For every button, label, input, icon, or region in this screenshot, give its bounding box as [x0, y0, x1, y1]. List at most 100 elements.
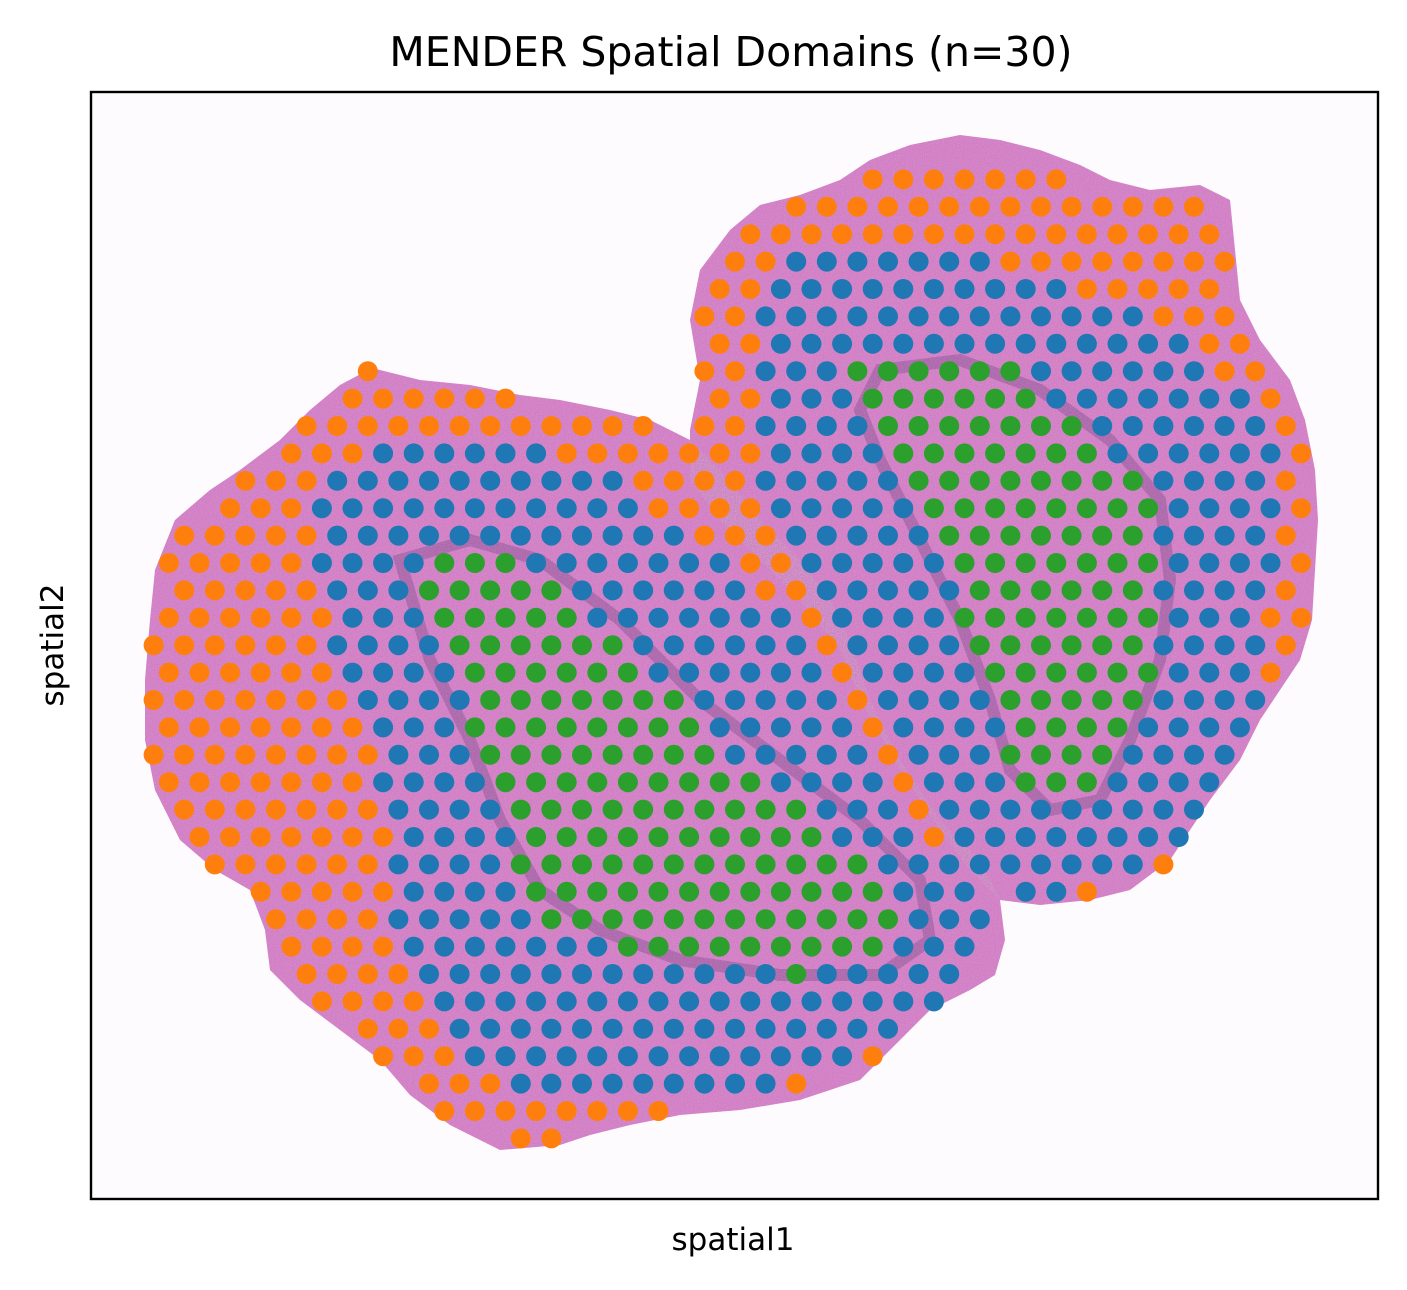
- spot-point: [510, 525, 531, 546]
- spot-point: [954, 169, 975, 190]
- spot-point: [1031, 580, 1051, 601]
- spot-point: [1046, 717, 1067, 738]
- spot-point: [235, 854, 256, 875]
- spot-point: [250, 881, 271, 902]
- spot-point: [1076, 827, 1097, 847]
- spot-point: [311, 881, 332, 902]
- spot-point: [327, 580, 348, 601]
- spot-point: [235, 525, 256, 546]
- spot-point: [403, 717, 424, 738]
- spot-point: [954, 224, 975, 245]
- spot-point: [847, 799, 868, 820]
- spot-point: [939, 635, 960, 656]
- spot-point: [1275, 580, 1296, 601]
- spot-point: [572, 470, 592, 491]
- spot-point: [434, 388, 455, 409]
- spot-point: [220, 827, 241, 847]
- spot-point: [1184, 306, 1204, 327]
- spot-point: [755, 690, 776, 710]
- spot-point: [464, 553, 485, 573]
- spot-point: [587, 936, 608, 957]
- spot-point: [1015, 279, 1036, 299]
- spot-point: [357, 799, 378, 820]
- spot-point: [449, 470, 470, 491]
- spot-point: [740, 827, 761, 847]
- spot-point: [786, 964, 807, 984]
- spot-point: [633, 1018, 654, 1039]
- spot-point: [893, 717, 914, 738]
- spot-point: [770, 827, 791, 847]
- spot-point: [770, 498, 791, 519]
- spot-point: [908, 744, 929, 765]
- spot-point: [434, 717, 455, 738]
- spot-point: [862, 936, 883, 957]
- spot-point: [663, 799, 684, 820]
- spot-point: [740, 1046, 761, 1067]
- spot-point: [526, 1046, 547, 1067]
- spot-point: [1138, 772, 1159, 793]
- spot-point: [801, 333, 822, 354]
- spot-point: [158, 662, 179, 683]
- spot-point: [709, 936, 730, 957]
- spot-point: [633, 909, 654, 930]
- spot-point: [526, 662, 547, 683]
- spot-point: [679, 772, 700, 793]
- spot-point: [480, 964, 501, 984]
- spot-point: [357, 690, 378, 710]
- spot-point: [572, 525, 592, 546]
- spot-point: [679, 881, 700, 902]
- spot-point: [1092, 690, 1113, 710]
- spot-point: [893, 498, 914, 519]
- spot-point: [939, 744, 960, 765]
- spot-point: [725, 909, 745, 930]
- spot-point: [373, 1046, 394, 1067]
- spot-point: [923, 553, 944, 573]
- spot-point: [1138, 388, 1159, 409]
- spot-point: [832, 991, 853, 1012]
- spot-point: [357, 964, 378, 984]
- spot-point: [893, 607, 914, 628]
- spot-point: [296, 964, 317, 984]
- spot-point: [1199, 333, 1220, 354]
- spot-point: [969, 854, 990, 875]
- spot-point: [296, 690, 317, 710]
- spot-point: [1153, 416, 1174, 436]
- spot-point: [1138, 717, 1159, 738]
- spot-point: [495, 772, 516, 793]
- spot-point: [617, 662, 638, 683]
- spot-point: [847, 1018, 868, 1039]
- spot-point: [862, 772, 883, 793]
- spot-point: [1015, 827, 1036, 847]
- spot-point: [1153, 635, 1174, 656]
- spot-point: [939, 525, 960, 546]
- spot-point: [1031, 525, 1051, 546]
- spot-point: [266, 580, 286, 601]
- spot-point: [1138, 224, 1159, 245]
- spot-point: [1107, 279, 1128, 299]
- spot-point: [189, 553, 210, 573]
- spot-point: [189, 607, 210, 628]
- spot-point: [434, 607, 455, 628]
- spot-point: [311, 991, 332, 1012]
- spot-point: [480, 1018, 501, 1039]
- spot-point: [1076, 607, 1097, 628]
- spot-point: [510, 1018, 531, 1039]
- spot-point: [342, 443, 363, 464]
- spot-point: [1184, 799, 1204, 820]
- spot-point: [786, 799, 807, 820]
- spot-point: [969, 306, 990, 327]
- spot-point: [663, 964, 684, 984]
- spot-point: [1122, 690, 1143, 710]
- spot-point: [556, 772, 577, 793]
- spot-point: [648, 443, 669, 464]
- spot-point: [434, 662, 455, 683]
- spot-point: [1245, 635, 1266, 656]
- spot-point: [801, 936, 822, 957]
- spot-point: [923, 498, 944, 519]
- spot-point: [1229, 717, 1250, 738]
- spot-point: [709, 827, 730, 847]
- spot-point: [1168, 443, 1189, 464]
- spot-point: [1153, 251, 1174, 272]
- spot-point: [985, 607, 1006, 628]
- spot-point: [923, 607, 944, 628]
